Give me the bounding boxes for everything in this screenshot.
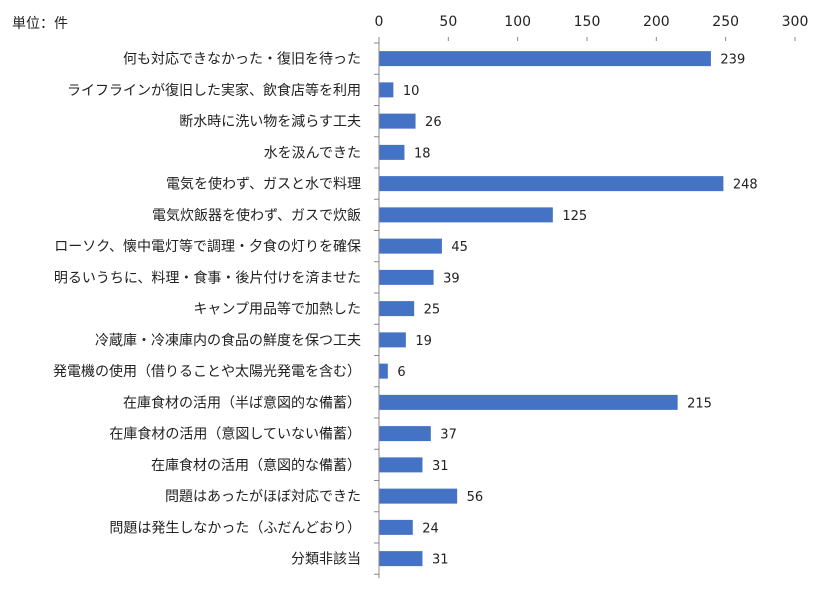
bar	[379, 51, 711, 67]
bar	[379, 426, 431, 442]
category-label: 在庫食材の活用（半ば意図的な備蓄）	[123, 394, 361, 411]
category-label: 何も対応できなかった・復旧を待った	[123, 51, 361, 68]
category-label: 在庫食材の活用（意図的な備蓄）	[151, 457, 361, 474]
data-label: 37	[440, 428, 457, 443]
category-label: 明るいうちに、料理・食事・後片付けを済ませた	[54, 269, 361, 286]
category-label: ライフラインが復旧した実家、飲食店等を利用	[67, 82, 361, 99]
data-label: 18	[414, 146, 431, 161]
data-label: 24	[422, 521, 439, 536]
category-label: 水を汲んできた	[264, 145, 361, 161]
data-label: 39	[443, 271, 460, 286]
bar	[379, 301, 415, 317]
category-label: 問題はあったがほぼ対応できた	[165, 489, 361, 505]
x-tick-label: 150	[574, 14, 601, 30]
bar	[379, 144, 405, 160]
x-tick-label: 50	[439, 14, 457, 30]
bar	[379, 269, 434, 285]
data-label: 45	[451, 240, 468, 255]
x-tick-label: 100	[504, 14, 531, 30]
bar	[379, 488, 458, 504]
bar	[379, 113, 416, 129]
unit-label: 単位：件	[12, 16, 68, 32]
x-tick-label: 300	[782, 14, 809, 30]
bar	[379, 551, 423, 567]
category-label: 発電機の使用（借りることや太陽光発電を含む）	[53, 363, 361, 380]
data-label: 248	[733, 178, 758, 193]
category-label: ローソク、懐中電灯等で調理・夕食の灯りを確保	[54, 238, 361, 255]
bar	[379, 363, 388, 379]
category-label: キャンプ用品等で加熱した	[193, 301, 361, 318]
data-label: 10	[403, 84, 420, 99]
bar	[379, 207, 553, 223]
data-label: 6	[397, 365, 405, 380]
category-label: 問題は発生しなかった（ふだんどおり）	[109, 520, 361, 536]
bar	[379, 457, 423, 473]
bar	[379, 82, 394, 98]
data-label: 239	[720, 53, 745, 68]
x-tick-label: 200	[643, 14, 670, 30]
data-label: 31	[432, 553, 449, 568]
data-label: 31	[432, 459, 449, 474]
bar	[379, 394, 678, 410]
axis-layer: 0 50 100 150 200 250 300	[374, 14, 809, 579]
data-label: 19	[415, 334, 432, 349]
category-label: 在庫食材の活用（意図していない備蓄）	[109, 426, 361, 443]
category-label: 断水時に洗い物を減らす工夫	[179, 113, 361, 130]
bar	[379, 238, 442, 254]
x-tick-label: 250	[712, 14, 739, 30]
category-label: 電気を使わず、ガスと水で料理	[166, 176, 361, 193]
data-label: 125	[562, 209, 587, 224]
category-label: 分類非該当	[291, 552, 361, 568]
x-tick-label: 0	[375, 14, 384, 30]
bar	[379, 176, 724, 192]
data-label: 56	[467, 490, 484, 505]
data-label: 26	[425, 115, 442, 130]
bar	[379, 332, 406, 348]
category-label: 冷蔵庫・冷凍庫内の食品の鮮度を保つ工夫	[95, 332, 361, 349]
category-label: 電気炊飯器を使わず、ガスで炊飯	[152, 207, 361, 224]
bars-layer	[379, 51, 724, 567]
data-label: 215	[687, 396, 712, 411]
data-label: 25	[424, 303, 441, 318]
labels-layer: 何も対応できなかった・復旧を待った 239 ライフラインが復旧した実家、飲食店等を利…	[53, 51, 758, 568]
bar	[379, 519, 413, 535]
